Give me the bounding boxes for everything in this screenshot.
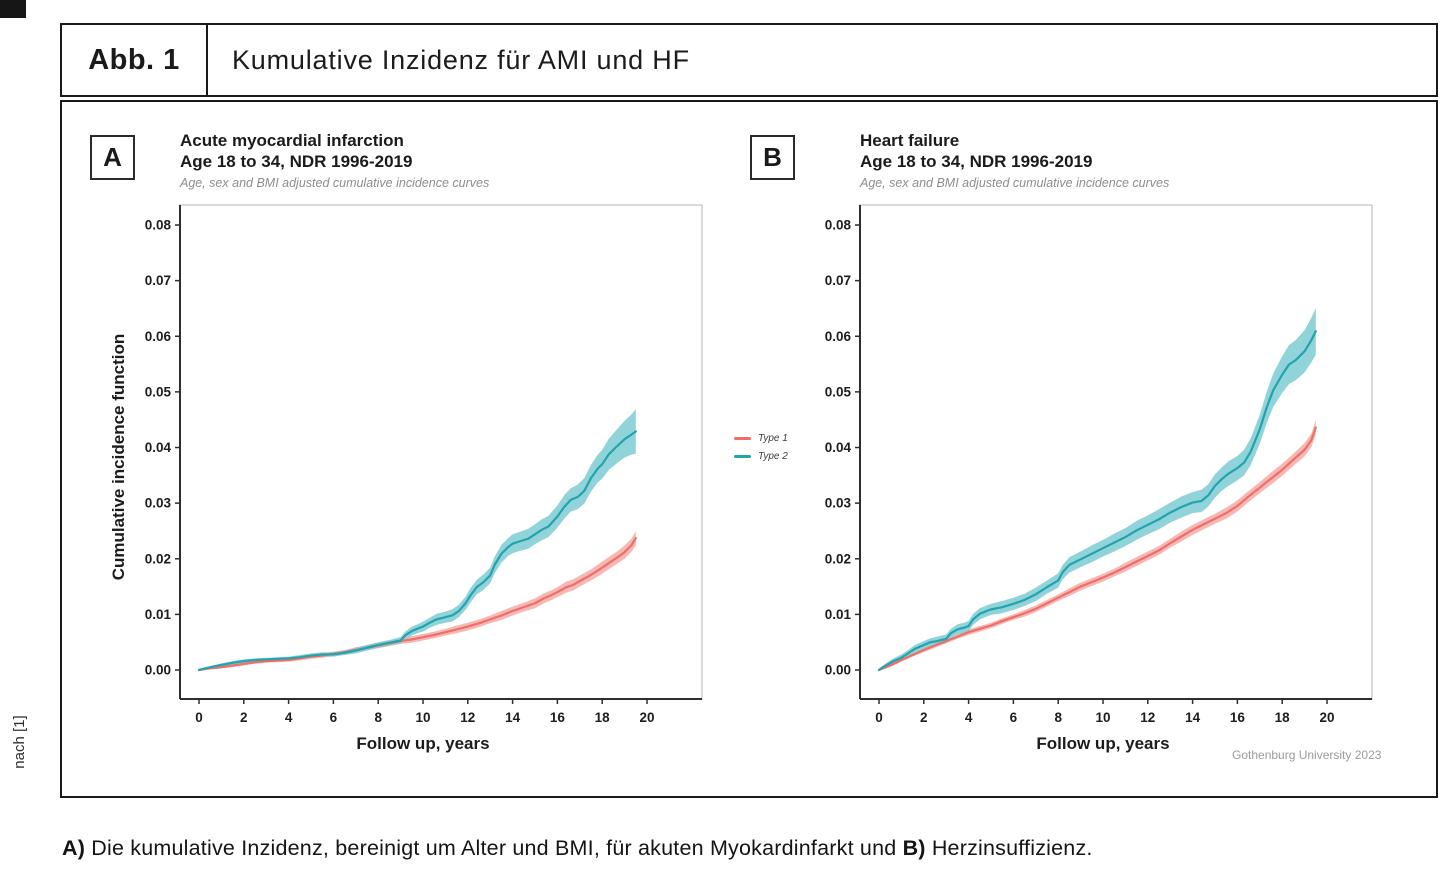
legend-swatch — [734, 454, 751, 459]
page-corner-mark — [0, 0, 26, 18]
svg-text:4: 4 — [965, 710, 973, 725]
svg-text:8: 8 — [374, 710, 382, 725]
panel-b-titles: Heart failure Age 18 to 34, NDR 1996-201… — [860, 130, 1169, 191]
svg-text:0.00: 0.00 — [145, 663, 171, 678]
panel-b-label: B — [750, 135, 795, 180]
panel-b-note: Age, sex and BMI adjusted cumulative inc… — [860, 175, 1170, 190]
figure-title: Kumulative Inzidenz für AMI und HF — [232, 44, 690, 75]
svg-text:0.07: 0.07 — [825, 273, 851, 288]
svg-text:0.05: 0.05 — [825, 384, 852, 399]
panel-a-note: Age, sex and BMI adjusted cumulative inc… — [180, 175, 490, 190]
svg-text:0.03: 0.03 — [825, 496, 852, 511]
svg-text:6: 6 — [330, 710, 338, 725]
caption-b-text: Herzinsuffizienz. — [925, 835, 1093, 860]
svg-text:0.08: 0.08 — [145, 218, 172, 233]
svg-text:0.05: 0.05 — [145, 384, 172, 399]
figure-header-bar: Abb. 1 Kumulative Inzidenz für AMI und H… — [60, 23, 1438, 97]
svg-text:0.02: 0.02 — [145, 551, 171, 566]
legend: Type 1 Type 2 — [734, 433, 788, 469]
svg-text:12: 12 — [460, 710, 475, 725]
svg-text:0.01: 0.01 — [825, 607, 852, 622]
svg-text:6: 6 — [1010, 710, 1018, 725]
svg-text:20: 20 — [639, 710, 654, 725]
panel-a-title: Acute myocardial infarction — [180, 131, 404, 150]
panel-a-label: A — [90, 135, 135, 180]
svg-text:0: 0 — [875, 710, 883, 725]
svg-text:20: 20 — [1319, 710, 1334, 725]
svg-text:Follow up, years: Follow up, years — [1036, 734, 1169, 753]
legend-swatch — [734, 436, 751, 441]
svg-text:0.04: 0.04 — [145, 440, 172, 455]
svg-text:16: 16 — [1230, 710, 1246, 725]
panel-a-subtitle: Age 18 to 34, NDR 1996-2019 — [180, 152, 413, 172]
credit-text: Gothenburg University 2023 — [1232, 748, 1382, 762]
svg-text:0.08: 0.08 — [825, 218, 852, 233]
legend-label: Type 1 — [758, 433, 788, 444]
svg-text:14: 14 — [1185, 710, 1201, 725]
svg-text:10: 10 — [415, 710, 430, 725]
svg-text:0.03: 0.03 — [145, 496, 172, 511]
figure-number-label: Abb. 1 — [62, 25, 208, 95]
svg-text:0.07: 0.07 — [145, 273, 171, 288]
svg-text:4: 4 — [285, 710, 293, 725]
figure-box: A Acute myocardial infarction Age 18 to … — [60, 100, 1438, 798]
svg-text:16: 16 — [550, 710, 566, 725]
svg-text:0.02: 0.02 — [825, 551, 851, 566]
svg-text:0: 0 — [195, 710, 203, 725]
panel-b-subtitle: Age 18 to 34, NDR 1996-2019 — [860, 152, 1093, 172]
legend-item-type-2: Type 2 — [734, 451, 788, 462]
source-note: nach [1] — [11, 715, 28, 769]
svg-text:10: 10 — [1095, 710, 1110, 725]
svg-text:18: 18 — [595, 710, 611, 725]
svg-text:0.06: 0.06 — [145, 329, 172, 344]
svg-text:0.01: 0.01 — [145, 607, 172, 622]
caption-b-label: B) — [902, 835, 926, 860]
caption-a-text: Die kumulative Inzidenz, bereinigt um Al… — [85, 835, 903, 860]
svg-text:2: 2 — [240, 710, 248, 725]
svg-text:8: 8 — [1054, 710, 1062, 725]
caption-a-label: A) — [62, 835, 86, 860]
svg-text:0.04: 0.04 — [825, 440, 852, 455]
legend-label: Type 2 — [758, 451, 788, 462]
panel-b-title: Heart failure — [860, 131, 960, 150]
legend-item-type-1: Type 1 — [734, 433, 788, 444]
figure-caption: A) Die kumulative Inzidenz, bereinigt um… — [62, 836, 1422, 861]
svg-text:Follow up, years: Follow up, years — [356, 734, 489, 753]
svg-text:18: 18 — [1275, 710, 1291, 725]
panel-a-titles: Acute myocardial infarction Age 18 to 34… — [180, 130, 489, 191]
ami-line-chart: 0.00 0.01 0.02 0.03 0.04 0.05 0.06 0.07 0.08 0 2 4 6… — [145, 204, 703, 753]
svg-text:14: 14 — [505, 710, 521, 725]
svg-text:0.06: 0.06 — [825, 329, 852, 344]
svg-text:0.00: 0.00 — [825, 663, 851, 678]
svg-text:12: 12 — [1140, 710, 1155, 725]
svg-text:2: 2 — [920, 710, 928, 725]
hf-line-chart: 0.00 0.01 0.02 0.03 0.04 0.05 0.06 0.07 0.08 0 2 4 6… — [825, 204, 1373, 753]
